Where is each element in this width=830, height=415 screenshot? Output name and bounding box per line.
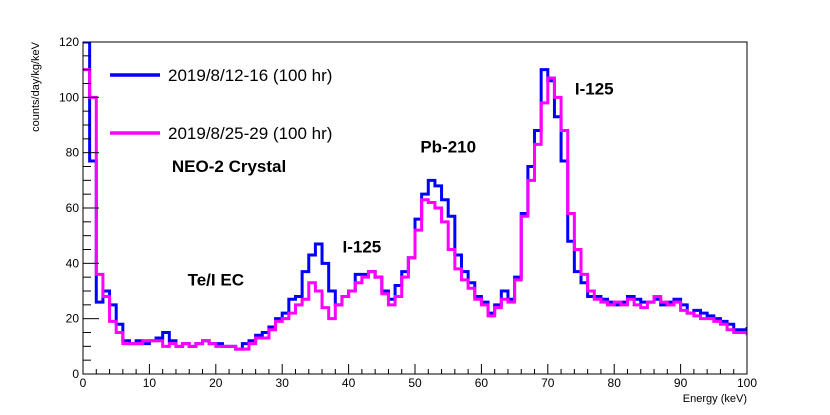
- annotation-label: NEO-2 Crystal: [172, 157, 286, 176]
- annotation-label: I-125: [575, 80, 614, 99]
- y-tick-label: 0: [72, 367, 79, 381]
- y-tick-label: 80: [66, 146, 80, 160]
- x-tick-label: 60: [475, 376, 489, 390]
- annotation-label: Pb-210: [420, 138, 476, 157]
- legend-label-1: 2019/8/12-16 (100 hr): [168, 66, 332, 85]
- x-tick-label: 50: [408, 376, 422, 390]
- y-tick-label: 100: [59, 90, 79, 104]
- x-tick-label: 90: [674, 376, 688, 390]
- legend: 2019/8/12-16 (100 hr) 2019/8/25-29 (100 h…: [110, 66, 332, 143]
- axis-layer: 0 10 20 30 40 50 60 70 80 90 100 0 20 40 60 80 100 120: [59, 35, 757, 390]
- x-tick-label: 40: [342, 376, 356, 390]
- series-layer: [83, 42, 747, 351]
- x-tick-label: 20: [209, 376, 223, 390]
- y-axis-label: counts/day/kg/keV: [30, 41, 42, 132]
- y-tick-label: 20: [66, 312, 80, 326]
- x-tick-label: 80: [608, 376, 622, 390]
- annotations: NEO-2 Crystal Te/I EC I-125 Pb-210 I-125: [172, 80, 614, 290]
- legend-label-2: 2019/8/25-29 (100 hr): [168, 124, 332, 143]
- x-tick-label: 70: [541, 376, 555, 390]
- y-tick-label: 120: [59, 35, 79, 49]
- x-tick-label: 10: [143, 376, 157, 390]
- x-tick-label: 30: [276, 376, 290, 390]
- x-axis-label: Energy (keV): [683, 393, 747, 405]
- x-tick-label: 0: [80, 376, 87, 390]
- y-tick-label: 40: [66, 256, 80, 270]
- annotation-label: I-125: [343, 237, 382, 256]
- series-line-2: [83, 68, 747, 351]
- annotation-label: Te/I EC: [188, 270, 244, 289]
- x-tick-label: 100: [737, 376, 757, 390]
- y-tick-label: 60: [66, 201, 80, 215]
